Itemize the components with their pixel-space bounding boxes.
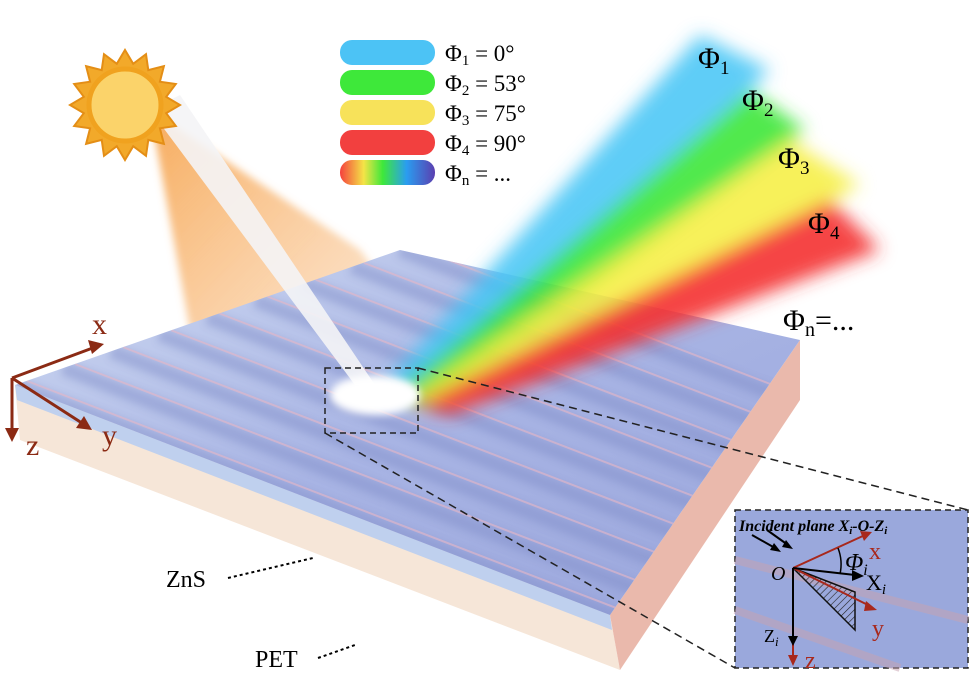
legend-swatch: [340, 130, 435, 155]
incident-beam: [150, 95, 375, 385]
leader: [317, 644, 356, 659]
text: = 0°: [469, 41, 514, 66]
symbol: X: [866, 570, 882, 595]
sun: [68, 48, 182, 162]
symbol: Φ: [445, 131, 462, 156]
subscript: 4: [830, 223, 840, 244]
legend-swatch: [340, 40, 435, 65]
beams: [380, 35, 880, 415]
inset-angle: Φi: [845, 550, 868, 579]
zns-layer: [15, 385, 612, 630]
text: Incident plane X: [738, 518, 850, 535]
ridge: [156, 327, 772, 576]
subscript: 2: [764, 100, 774, 121]
inset-title: Incident plane Xi-O-Zi: [738, 518, 888, 537]
legend-label: Φ3 = 75°: [445, 101, 526, 129]
text: = 90°: [469, 131, 526, 156]
subscript: i: [849, 525, 853, 537]
zoom-box: [324, 367, 419, 434]
legend-swatch: [340, 70, 435, 95]
symbol: Z: [764, 626, 775, 646]
ridge: [108, 344, 724, 593]
legend-swatch: [340, 160, 435, 185]
legend-label: Φ1 = 0°: [445, 41, 514, 69]
ridge: [349, 260, 800, 509]
symbol: Φ: [445, 101, 462, 126]
ridge: [15, 378, 628, 615]
subscript: 4: [462, 143, 470, 159]
symbol: Φ: [778, 142, 800, 175]
zoom-line: [417, 367, 969, 511]
axis-heads: [5, 340, 104, 442]
legend-label: Φ4 = 90°: [445, 131, 526, 159]
axis-y: y: [102, 419, 117, 452]
subscript: i: [775, 634, 779, 649]
ridge: [301, 277, 800, 526]
axes: [10, 344, 99, 432]
beam-note: Φn=...: [783, 304, 854, 341]
subscript: i: [863, 562, 867, 579]
subscript: i: [882, 582, 886, 598]
ridge-highlight: [26, 380, 638, 615]
subscript: n: [805, 319, 815, 341]
inset-zi: Zi: [764, 626, 779, 649]
text: =...: [815, 304, 854, 337]
symbol: Φ: [845, 550, 863, 576]
subscript: 1: [720, 58, 730, 79]
symbol: Φ: [783, 304, 805, 337]
text: = 75°: [469, 101, 526, 126]
subscript: 3: [800, 158, 810, 179]
symbol: Φ: [698, 42, 720, 75]
inset-x: x: [869, 539, 881, 565]
inset: [733, 509, 969, 672]
beam-label: Φ1: [698, 42, 729, 79]
legend: Φ1 = 0°Φ2 = 53°Φ3 = 75°Φ4 = 90°Φn = ...: [340, 40, 526, 189]
beam-label: Φ2: [742, 84, 773, 121]
ridge-highlight: [122, 346, 734, 584]
subscript: 2: [462, 83, 470, 99]
axis-x: x: [92, 308, 107, 341]
spot: [330, 375, 420, 415]
layer-pet: PET: [255, 647, 298, 673]
inset-z: z: [805, 648, 816, 674]
zoom-line: [324, 432, 736, 669]
slab-side: [610, 340, 800, 670]
text: = ...: [469, 161, 511, 186]
ridge: [60, 361, 676, 610]
symbol: Φ: [445, 41, 462, 66]
layer-zns: ZnS: [166, 567, 206, 593]
subscript: 1: [462, 53, 470, 69]
subscript: n: [462, 173, 470, 189]
text: -O-Z: [852, 518, 884, 535]
subscript: 3: [462, 113, 470, 129]
beam-label: Φ4: [808, 207, 840, 244]
beam-label: Φ3: [778, 142, 809, 179]
inset-y: y: [872, 616, 884, 642]
legend-label: Φ2 = 53°: [445, 71, 526, 99]
axis-z: z: [26, 429, 39, 462]
subscript: i: [884, 525, 888, 537]
legend-label: Φn = ...: [445, 161, 511, 189]
ridge-highlight: [74, 363, 686, 601]
sun-disk: [86, 66, 164, 144]
inset-origin: O: [771, 563, 785, 585]
ridge-highlight: [315, 278, 800, 516]
symbol: Φ: [445, 71, 462, 96]
legend-swatch: [340, 100, 435, 125]
symbol: Φ: [808, 207, 830, 240]
inset-xi: Xi: [866, 570, 886, 598]
text: = 53°: [469, 71, 526, 96]
leader: [227, 557, 314, 579]
symbol: Φ: [742, 84, 764, 117]
symbol: Φ: [445, 161, 462, 186]
